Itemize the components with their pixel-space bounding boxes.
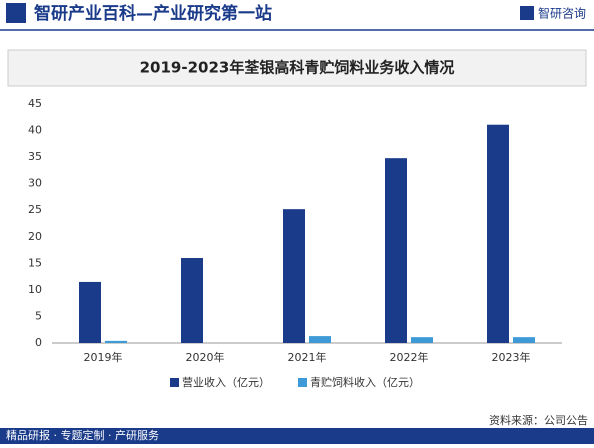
x-tick-label: 2021年: [288, 350, 327, 364]
logo-text: 智研咨询: [538, 6, 586, 21]
bar: [283, 209, 305, 343]
bar: [513, 337, 535, 343]
title-box: [7, 49, 587, 87]
x-tick-label: 2019年: [84, 350, 123, 364]
y-tick-label: 20: [28, 230, 42, 243]
y-tick-label: 45: [28, 97, 42, 110]
legend-swatch: [170, 378, 179, 387]
chart-title: 2019-2023年荃银高科青贮饲料业务收入情况: [140, 59, 455, 77]
y-tick-label: 40: [28, 124, 42, 137]
footer-bar: [0, 428, 594, 444]
bar: [411, 337, 433, 343]
legend-label: 营业收入（亿元）: [182, 375, 270, 389]
legend-label: 青贮饲料收入（亿元）: [310, 375, 420, 389]
y-tick-label: 5: [35, 309, 42, 322]
y-tick-label: 35: [28, 150, 42, 163]
x-tick-label: 2020年: [186, 350, 225, 364]
header-icon: [6, 3, 26, 23]
y-tick-label: 30: [28, 177, 42, 190]
footer-text: 精品研报 · 专题定制 · 产研服务: [6, 428, 159, 442]
bar: [309, 336, 331, 343]
header-title: 智研产业百科—产业研究第一站: [34, 3, 272, 24]
y-tick-label: 10: [28, 283, 42, 296]
bar: [79, 281, 101, 343]
bar: [105, 340, 127, 343]
y-tick-label: 0: [35, 336, 42, 349]
logo-icon: [520, 6, 534, 20]
bar: [487, 124, 509, 343]
bar: [385, 158, 407, 343]
bar: [181, 258, 203, 343]
source: 资料来源：公司公告: [489, 413, 588, 427]
x-tick-label: 2022年: [390, 350, 429, 364]
y-tick-label: 25: [28, 203, 42, 216]
x-tick-label: 2023年: [492, 350, 531, 364]
y-tick-label: 15: [28, 256, 42, 269]
legend-swatch: [298, 378, 307, 387]
